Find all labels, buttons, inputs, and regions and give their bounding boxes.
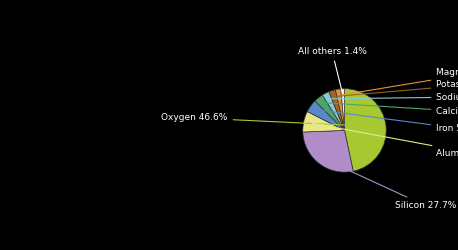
Text: Iron 5.0%: Iron 5.0% bbox=[319, 110, 458, 133]
Text: Aluminium 8.1%: Aluminium 8.1% bbox=[313, 123, 458, 158]
Wedge shape bbox=[344, 89, 386, 171]
Text: Oxygen 46.6%: Oxygen 46.6% bbox=[161, 114, 377, 126]
Wedge shape bbox=[303, 112, 344, 132]
Text: All others 1.4%: All others 1.4% bbox=[298, 47, 366, 92]
Wedge shape bbox=[307, 101, 344, 130]
Text: Calcium 3.6%: Calcium 3.6% bbox=[325, 103, 458, 116]
Text: Silicon 27.7%: Silicon 27.7% bbox=[325, 160, 456, 210]
Wedge shape bbox=[341, 89, 344, 130]
Text: Sodium 2.8%: Sodium 2.8% bbox=[331, 92, 458, 102]
Wedge shape bbox=[329, 90, 344, 130]
Text: Magnesium 2.1%: Magnesium 2.1% bbox=[342, 68, 458, 95]
Wedge shape bbox=[303, 130, 353, 172]
Wedge shape bbox=[322, 92, 344, 130]
Wedge shape bbox=[315, 95, 344, 130]
Wedge shape bbox=[335, 89, 344, 130]
Text: Potassium 2.6%: Potassium 2.6% bbox=[337, 80, 458, 96]
